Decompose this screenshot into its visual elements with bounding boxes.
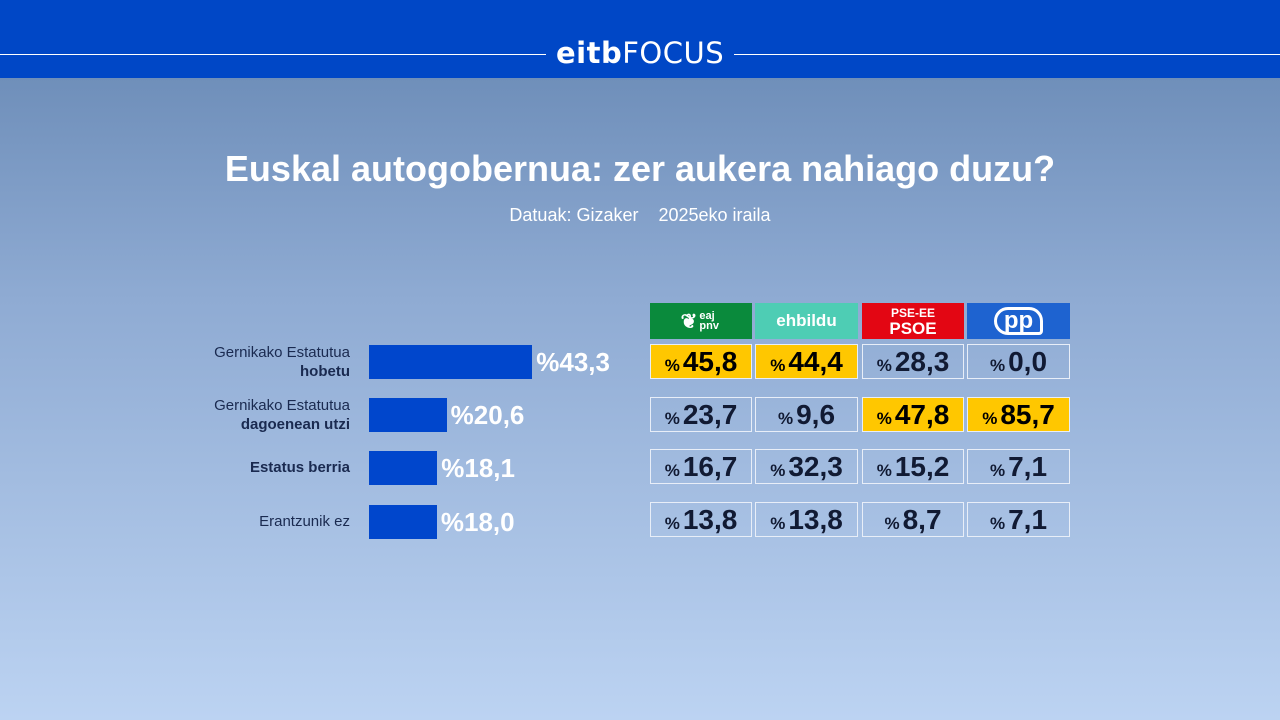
table-cell: % 23,7: [650, 397, 752, 432]
party-logo-eaj-pnv: ❦ eaj pnv: [650, 303, 752, 339]
table-cell: % 13,8: [755, 502, 858, 537]
party-name-top: PSE-EE: [890, 306, 935, 320]
party-name: PSOE: [889, 319, 937, 338]
bar: [369, 451, 438, 485]
row-label: Erantzunik ez: [259, 512, 350, 531]
bar-value-label: %20,6: [450, 400, 525, 430]
cell-value: 44,4: [788, 345, 843, 377]
percent-symbol: %: [989, 513, 1006, 533]
percent-symbol: %: [989, 355, 1006, 375]
header-bar: [0, 0, 1280, 78]
cell-value: 85,7: [1000, 398, 1055, 430]
row-label-bold: Estatus berria: [249, 459, 350, 476]
eitb-focus-logo: eitbFOCUS: [556, 36, 724, 70]
table-cell: % 47,8: [862, 397, 964, 432]
row-label-bold: hobetu: [300, 363, 350, 380]
cell-value: 9,6: [796, 398, 836, 430]
row-label-line2: dagoenean utzi: [214, 415, 350, 434]
percent-symbol: %: [777, 408, 794, 428]
logo-focus: FOCUS: [622, 36, 725, 70]
percent-symbol: %: [770, 460, 786, 480]
bar: [369, 345, 533, 379]
percent-symbol: %: [876, 460, 892, 480]
percent-symbol: %: [876, 355, 892, 375]
data-source: Datuak: Gizaker: [509, 205, 639, 225]
party-name: ehbildu: [776, 311, 837, 330]
cell-value: 13,8: [682, 503, 738, 535]
cell-value: 28,3: [894, 345, 950, 377]
party-logo-psoe: PSE-EE PSOE: [862, 303, 964, 339]
data-date: 2025eko iraila: [658, 205, 771, 225]
cell-value: 7,1: [1008, 450, 1048, 482]
logo-eitb: eitb: [556, 36, 623, 70]
bar-value-label: %43,3: [536, 347, 610, 377]
cell-value: 15,2: [894, 450, 950, 482]
row-label: Estatus berria: [250, 458, 350, 477]
row-label: Gernikako Estatutua hobetu: [214, 343, 350, 381]
percent-symbol: %: [770, 355, 786, 375]
table-cell: % 13,8: [650, 502, 752, 537]
table-cell: % 7,1: [967, 502, 1070, 537]
row-label-line1: Gernikako Estatutua: [214, 397, 350, 414]
table-cell: % 16,7: [650, 449, 752, 484]
cell-value: 32,3: [788, 450, 843, 482]
party-name: pp: [993, 307, 1044, 335]
chart-subtitle: Datuak: Gizaker 2025eko iraila: [0, 205, 1280, 226]
table-cell: % 45,8: [650, 344, 752, 379]
cell-value: 8,7: [902, 503, 942, 535]
cell-value: 23,7: [682, 398, 738, 430]
row-label-bold: dagoenean utzi: [240, 416, 350, 433]
table-cell: % 15,2: [862, 449, 964, 484]
table-cell: % 0,0: [967, 344, 1070, 379]
percent-symbol: %: [664, 408, 680, 428]
eaj-pnv-leaf-icon: ❦: [680, 310, 698, 333]
cell-value: 7,1: [1008, 503, 1048, 535]
bar-value-label: %18,0: [440, 507, 515, 537]
percent-symbol: %: [884, 513, 900, 533]
percent-symbol: %: [664, 513, 680, 533]
header-divider-left: [0, 54, 546, 55]
table-cell: % 32,3: [755, 449, 858, 484]
table-cell: % 9,6: [755, 397, 858, 432]
row-label-line2: Estatus berria: [250, 458, 350, 477]
row-label-line2: hobetu: [214, 362, 350, 381]
cell-value: 45,8: [682, 345, 738, 377]
percent-symbol: %: [982, 408, 998, 428]
cell-value: 13,8: [788, 503, 843, 535]
percent-symbol: %: [664, 460, 680, 480]
party-name: eaj pnv: [699, 310, 719, 332]
cell-value: 16,7: [682, 450, 738, 482]
table-cell: % 44,4: [755, 344, 858, 379]
party-logo-pp: pp: [967, 303, 1070, 339]
percent-symbol: %: [664, 355, 680, 375]
header-divider-right: [734, 54, 1280, 55]
cell-value: 47,8: [894, 398, 950, 430]
party-logo-ehbildu: ehbildu: [755, 303, 858, 339]
row-label-line1: Gernikako Estatutua: [214, 344, 350, 361]
percent-symbol: %: [876, 408, 892, 428]
table-cell: % 28,3: [862, 344, 964, 379]
table-cell: % 85,7: [967, 397, 1070, 432]
row-label: Gernikako Estatutua dagoenean utzi: [214, 396, 350, 434]
percent-symbol: %: [770, 513, 786, 533]
row-label-line1: Erantzunik ez: [259, 513, 350, 530]
table-cell: % 7,1: [967, 449, 1070, 484]
bar: [369, 505, 437, 539]
percent-symbol: %: [989, 460, 1006, 480]
cell-value: 0,0: [1008, 345, 1048, 377]
bar-value-label: %18,1: [441, 453, 515, 483]
bar: [369, 398, 447, 432]
table-cell: % 8,7: [862, 502, 964, 537]
chart-title: Euskal autogobernua: zer aukera nahiago …: [224, 148, 1056, 189]
